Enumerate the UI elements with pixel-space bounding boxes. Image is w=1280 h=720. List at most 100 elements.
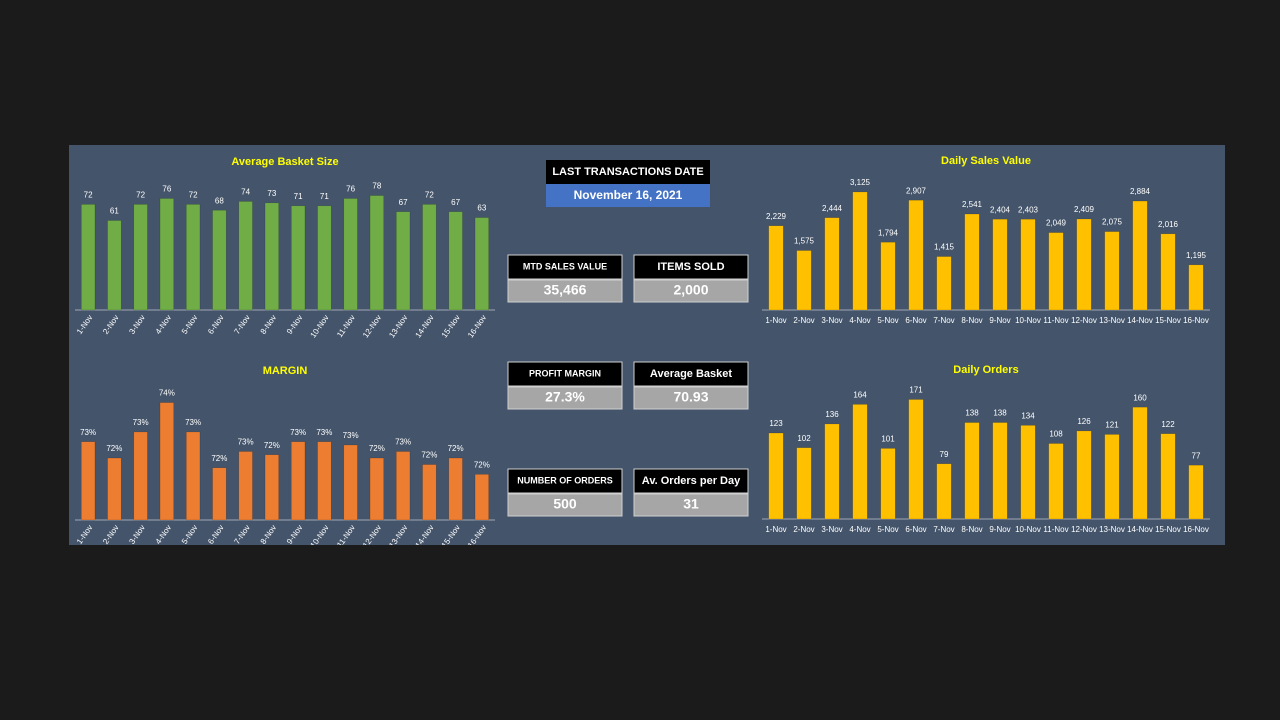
x-tick-label: 2-Nov <box>793 316 814 325</box>
data-label: 2,403 <box>1018 205 1039 214</box>
bar <box>107 457 122 521</box>
x-tick-label: 15-Nov <box>1155 316 1181 325</box>
data-label: 1,195 <box>1186 251 1207 260</box>
data-label: 123 <box>769 419 783 428</box>
data-label: 160 <box>1133 393 1147 402</box>
chart-title: Daily Orders <box>953 364 1018 376</box>
bar <box>908 199 924 311</box>
bar <box>238 451 253 521</box>
data-label: 67 <box>451 198 460 207</box>
bar <box>474 474 489 521</box>
bar <box>186 204 201 311</box>
x-tick-label: 12-Nov <box>1071 316 1097 325</box>
bar <box>186 431 201 521</box>
kpi-value: 500 <box>553 496 577 512</box>
bar <box>1160 433 1176 520</box>
x-tick-label: 4-Nov <box>849 316 870 325</box>
bar <box>1020 425 1036 520</box>
data-label: 76 <box>346 185 355 194</box>
data-label: 72% <box>474 460 490 469</box>
bar <box>369 195 384 311</box>
x-tick-label: 1-Nov <box>765 525 786 534</box>
data-label: 72% <box>106 444 122 453</box>
kpi-value-box <box>633 386 749 410</box>
x-tick-label: 14-Nov <box>1127 525 1153 534</box>
bar <box>159 402 174 521</box>
x-tick-label: 5-Nov <box>877 525 898 534</box>
bar <box>880 448 896 520</box>
data-label: 61 <box>110 207 119 216</box>
bar <box>474 217 489 311</box>
x-tick-label: 10-Nov <box>1015 525 1041 534</box>
chart-title: Average Basket Size <box>231 156 338 168</box>
data-label: 73% <box>290 428 306 437</box>
bar <box>238 201 253 311</box>
kpi-value-box <box>633 493 749 517</box>
bar <box>852 404 868 520</box>
data-label: 73% <box>133 418 149 427</box>
x-tick-label: 11-Nov <box>1043 316 1068 325</box>
kpi-value-box <box>633 279 749 303</box>
bar <box>422 204 437 311</box>
data-label: 76 <box>162 185 171 194</box>
data-label: 101 <box>881 435 895 444</box>
x-tick-label: 12-Nov <box>1071 525 1097 534</box>
x-tick-label: 9-Nov <box>989 316 1010 325</box>
kpi-label: Average Basket <box>650 368 732 380</box>
bar <box>992 218 1008 311</box>
date-label: LAST TRANSACTIONS DATE <box>552 166 703 178</box>
chart-title: MARGIN <box>263 365 308 377</box>
bar <box>212 209 227 311</box>
bar <box>422 464 437 521</box>
data-label: 72% <box>264 441 280 450</box>
data-label: 102 <box>797 434 811 443</box>
bar <box>768 432 784 520</box>
data-label: 138 <box>965 409 979 418</box>
x-tick-label: 13-Nov <box>1099 316 1125 325</box>
kpi-header <box>633 361 749 387</box>
bar <box>824 217 840 311</box>
kpi-label: Av. Orders per Day <box>642 475 741 487</box>
data-label: 72 <box>84 190 93 199</box>
data-label: 73% <box>185 418 201 427</box>
x-tick-label: 13-Nov <box>1099 525 1125 534</box>
data-label: 79 <box>940 450 949 459</box>
x-tick-label: 14-Nov <box>1127 316 1153 325</box>
bar <box>107 220 122 311</box>
kpi-value-box <box>507 279 623 303</box>
data-label: 1,575 <box>794 237 815 246</box>
x-tick-label: 7-Nov <box>933 316 954 325</box>
bar <box>1132 406 1148 520</box>
kpi-label: MTD SALES VALUE <box>523 261 607 271</box>
bar <box>317 441 332 521</box>
bar <box>264 202 279 311</box>
kpi-header <box>633 468 749 494</box>
data-label: 2,016 <box>1158 220 1179 229</box>
data-label: 2,884 <box>1130 187 1151 196</box>
x-tick-label: 16-Nov <box>1183 316 1209 325</box>
data-label: 1,794 <box>878 228 899 237</box>
data-label: 126 <box>1077 417 1091 426</box>
kpi-label: PROFIT MARGIN <box>529 368 601 378</box>
kpi-value-box <box>507 386 623 410</box>
bar <box>264 454 279 521</box>
bar <box>1188 464 1204 520</box>
bar <box>1076 218 1092 311</box>
data-label: 72% <box>448 444 464 453</box>
data-label: 72 <box>136 190 145 199</box>
kpi-header <box>633 254 749 280</box>
bar <box>1020 218 1036 311</box>
bar <box>824 423 840 520</box>
date-value-box <box>546 184 710 207</box>
data-label: 73% <box>395 438 411 447</box>
data-label: 2,049 <box>1046 219 1067 228</box>
x-tick-label: 6-Nov <box>905 525 926 534</box>
bar <box>796 447 812 520</box>
chart-title: Daily Sales Value <box>941 155 1031 167</box>
data-label: 2,409 <box>1074 205 1095 214</box>
x-tick-label: 2-Nov <box>793 525 814 534</box>
data-label: 134 <box>1021 411 1035 420</box>
data-label: 164 <box>853 390 867 399</box>
